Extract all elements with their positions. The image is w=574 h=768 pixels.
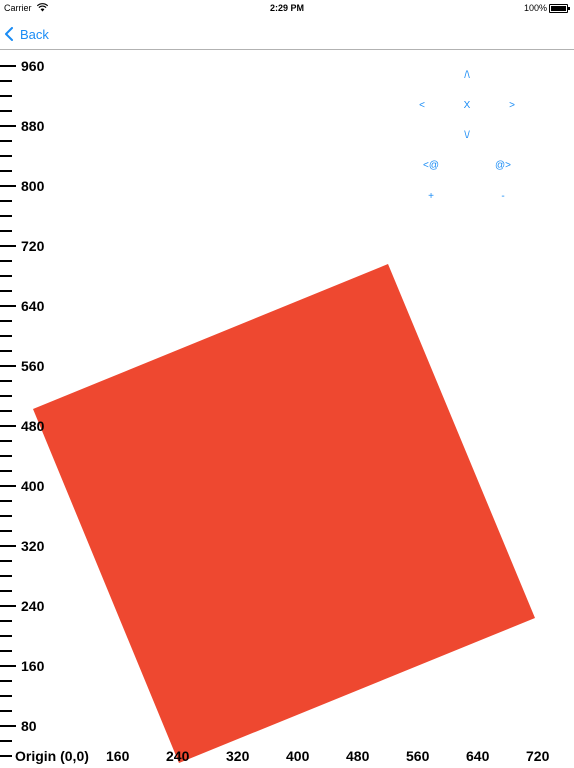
x-label: 560 bbox=[406, 748, 430, 764]
y-tick bbox=[0, 140, 12, 142]
y-tick bbox=[0, 95, 12, 97]
y-tick bbox=[0, 65, 16, 67]
rotated-square[interactable] bbox=[33, 264, 535, 763]
y-tick bbox=[0, 590, 12, 592]
battery-percent: 100% bbox=[523, 3, 547, 13]
y-label: 960 bbox=[21, 58, 45, 74]
y-tick bbox=[0, 275, 12, 277]
y-tick bbox=[0, 485, 16, 487]
y-tick bbox=[0, 365, 16, 367]
battery-icon bbox=[549, 4, 570, 13]
x-label: 640 bbox=[466, 748, 490, 764]
y-tick bbox=[0, 395, 12, 397]
y-label: 560 bbox=[21, 358, 45, 374]
y-tick bbox=[0, 650, 12, 652]
y-label: 80 bbox=[21, 718, 37, 734]
y-label: 480 bbox=[21, 418, 45, 434]
carrier-label: Carrier bbox=[4, 3, 32, 13]
zoom-out-button[interactable]: - bbox=[501, 191, 505, 202]
y-tick bbox=[0, 350, 12, 352]
origin-label: Origin (0,0) bbox=[15, 748, 89, 764]
status-bar: Carrier 2:29 PM 100% bbox=[0, 0, 574, 18]
y-label: 240 bbox=[21, 598, 45, 614]
move-up-button[interactable]: /\ bbox=[464, 70, 470, 81]
y-tick bbox=[0, 755, 12, 757]
y-tick bbox=[0, 200, 12, 202]
y-tick bbox=[0, 665, 16, 667]
wifi-icon bbox=[37, 3, 48, 12]
y-label: 720 bbox=[21, 238, 45, 254]
x-label: 400 bbox=[286, 748, 310, 764]
y-tick bbox=[0, 515, 12, 517]
y-label: 640 bbox=[21, 298, 45, 314]
y-tick bbox=[0, 125, 16, 127]
y-tick bbox=[0, 725, 16, 727]
x-label: 240 bbox=[166, 748, 190, 764]
y-tick bbox=[0, 305, 16, 307]
y-tick bbox=[0, 170, 12, 172]
y-label: 880 bbox=[21, 118, 45, 134]
y-tick bbox=[0, 230, 12, 232]
y-tick bbox=[0, 620, 12, 622]
back-button[interactable]: Back bbox=[4, 24, 49, 44]
y-tick bbox=[0, 290, 12, 292]
y-label: 320 bbox=[21, 538, 45, 554]
y-tick bbox=[0, 440, 12, 442]
x-label: 160 bbox=[106, 748, 130, 764]
close-button[interactable]: X bbox=[463, 100, 471, 111]
y-tick bbox=[0, 635, 12, 637]
y-tick bbox=[0, 740, 12, 742]
y-tick bbox=[0, 500, 12, 502]
y-tick bbox=[0, 710, 12, 712]
y-tick bbox=[0, 560, 12, 562]
x-label: 480 bbox=[346, 748, 370, 764]
y-tick bbox=[0, 545, 16, 547]
y-tick bbox=[0, 260, 12, 262]
zoom-in-button[interactable]: + bbox=[428, 191, 434, 202]
y-tick bbox=[0, 410, 12, 412]
x-label: 720 bbox=[526, 748, 550, 764]
chevron-left-icon bbox=[5, 27, 13, 41]
y-tick bbox=[0, 470, 12, 472]
y-tick bbox=[0, 320, 12, 322]
y-tick bbox=[0, 80, 12, 82]
y-tick bbox=[0, 335, 12, 337]
y-label: 800 bbox=[21, 178, 45, 194]
y-tick bbox=[0, 110, 12, 112]
back-label: Back bbox=[20, 26, 49, 42]
rotate-right-button[interactable]: @> bbox=[495, 160, 511, 171]
y-tick bbox=[0, 155, 12, 157]
y-label: 400 bbox=[21, 478, 45, 494]
y-tick bbox=[0, 695, 12, 697]
navigation-bar: Back bbox=[0, 18, 574, 50]
y-tick bbox=[0, 245, 16, 247]
x-label: 320 bbox=[226, 748, 250, 764]
y-tick bbox=[0, 455, 12, 457]
rotate-left-button[interactable]: <@ bbox=[423, 160, 439, 171]
y-tick bbox=[0, 530, 12, 532]
y-tick bbox=[0, 605, 16, 607]
y-label: 160 bbox=[21, 658, 45, 674]
move-down-button[interactable]: \/ bbox=[464, 130, 470, 141]
move-left-button[interactable]: < bbox=[419, 100, 425, 111]
y-tick bbox=[0, 215, 12, 217]
y-tick bbox=[0, 575, 12, 577]
y-tick bbox=[0, 680, 12, 682]
y-tick bbox=[0, 425, 16, 427]
clock: 2:29 PM bbox=[269, 3, 304, 13]
move-right-button[interactable]: > bbox=[509, 100, 515, 111]
y-tick bbox=[0, 380, 12, 382]
y-tick bbox=[0, 185, 16, 187]
